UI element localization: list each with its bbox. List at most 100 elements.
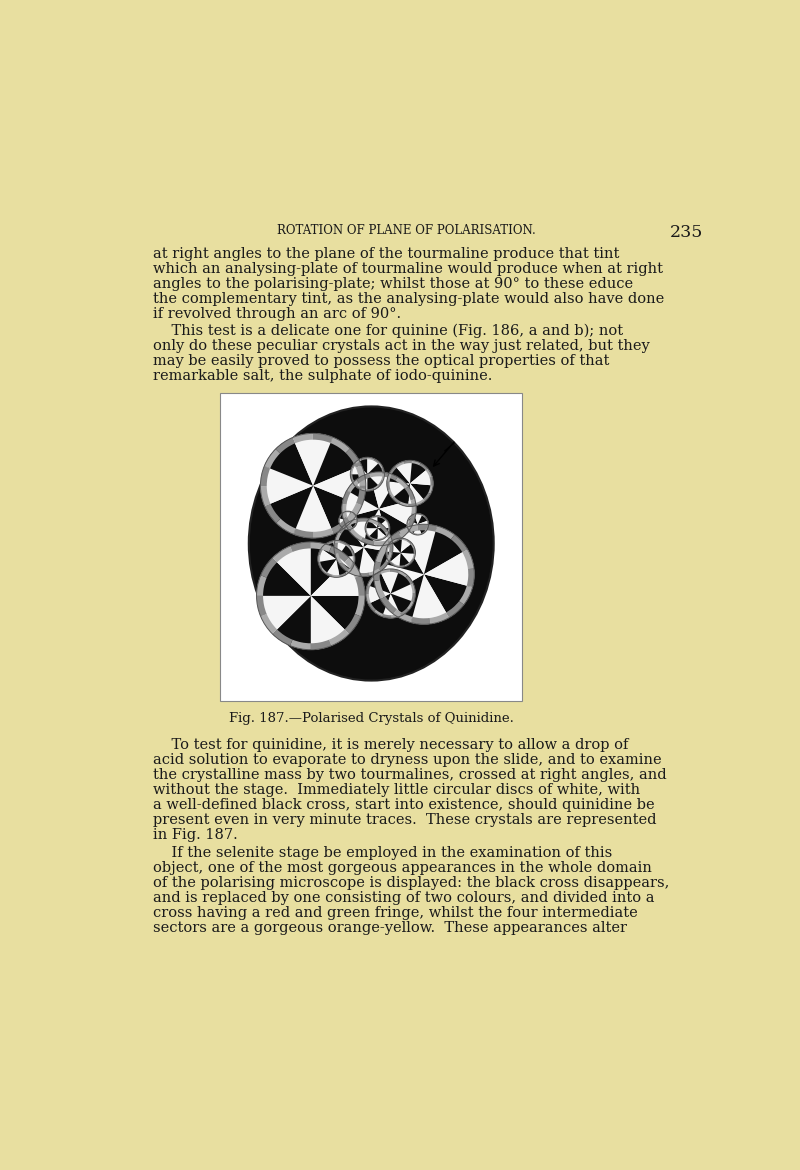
Wedge shape [346,521,353,530]
Wedge shape [369,517,374,521]
Wedge shape [386,551,388,557]
Wedge shape [338,523,349,534]
Wedge shape [378,538,382,541]
Wedge shape [395,461,404,468]
Wedge shape [386,481,410,498]
Wedge shape [338,522,341,525]
Wedge shape [346,448,362,468]
Text: at right angles to the plane of the tourmaline produce that tint: at right angles to the plane of the tour… [153,247,619,261]
Wedge shape [405,487,415,501]
Wedge shape [350,563,354,570]
Wedge shape [261,614,277,634]
Wedge shape [346,518,369,548]
Wedge shape [366,585,390,604]
Wedge shape [339,572,346,577]
Wedge shape [326,559,340,577]
Wedge shape [408,516,411,521]
Text: if revolved through an arc of 90°.: if revolved through an arc of 90°. [153,307,401,321]
Wedge shape [345,614,361,634]
Wedge shape [356,473,370,483]
Wedge shape [383,473,398,481]
Wedge shape [390,583,415,603]
Text: the crystalline mass by two tourmalines, crossed at right angles, and: the crystalline mass by two tourmalines,… [153,769,666,783]
Wedge shape [310,542,331,552]
Wedge shape [313,486,362,534]
Circle shape [366,569,415,618]
Wedge shape [390,560,394,566]
Wedge shape [385,532,389,537]
Wedge shape [329,546,349,563]
Wedge shape [374,541,389,545]
Wedge shape [355,576,365,596]
Wedge shape [342,504,347,518]
Wedge shape [318,549,336,562]
Text: without the stage.  Immediately little circular discs of white, with: without the stage. Immediately little ci… [153,784,640,797]
Wedge shape [313,433,333,443]
Wedge shape [387,466,410,483]
Wedge shape [401,543,415,555]
Wedge shape [257,576,266,596]
Wedge shape [413,549,415,555]
Wedge shape [394,564,399,567]
Circle shape [261,433,366,538]
Wedge shape [293,433,333,486]
Wedge shape [409,559,414,564]
Wedge shape [352,480,357,487]
Wedge shape [367,462,385,474]
Wedge shape [352,462,357,468]
Wedge shape [378,528,386,541]
Wedge shape [378,562,388,571]
Wedge shape [367,571,390,593]
Text: sectors are a gorgeous orange-yellow.  These appearances alter: sectors are a gorgeous orange-yellow. Th… [153,921,626,935]
Wedge shape [400,608,409,615]
Wedge shape [422,515,426,518]
Wedge shape [418,534,422,535]
Wedge shape [410,531,414,534]
Wedge shape [367,488,374,491]
Wedge shape [374,580,386,599]
Wedge shape [423,493,430,501]
Wedge shape [341,512,344,516]
Wedge shape [350,511,354,514]
Wedge shape [340,541,347,545]
Wedge shape [430,476,434,486]
Wedge shape [380,597,397,614]
Wedge shape [369,569,380,576]
Wedge shape [424,574,473,618]
Wedge shape [356,466,366,486]
Wedge shape [418,524,437,531]
Text: may be easily proved to possess the optical properties of that: may be easily proved to possess the opti… [153,355,609,369]
Wedge shape [378,519,390,528]
Wedge shape [386,546,390,551]
Wedge shape [261,558,277,578]
Wedge shape [392,496,401,504]
Circle shape [334,518,393,577]
Wedge shape [321,543,327,550]
Wedge shape [387,528,390,532]
Wedge shape [354,523,357,526]
Wedge shape [273,629,293,646]
Wedge shape [370,472,384,477]
Wedge shape [387,535,402,544]
Wedge shape [378,480,383,487]
Wedge shape [355,484,362,490]
Wedge shape [410,500,416,514]
Wedge shape [366,585,370,594]
Wedge shape [336,556,355,570]
Wedge shape [339,548,363,576]
Wedge shape [333,541,347,559]
Wedge shape [318,549,323,556]
Text: and is replaced by one consisting of two colours, and divided into a: and is replaced by one consisting of two… [153,890,654,904]
Wedge shape [430,612,449,624]
Wedge shape [401,538,412,552]
Wedge shape [261,466,270,487]
Wedge shape [385,530,392,542]
Text: the complementary tint, as the analysing-plate would also have done: the complementary tint, as the analysing… [153,291,664,305]
Text: angles to the polarising-plate; whilst those at 90° to these educe: angles to the polarising-plate; whilst t… [153,276,633,290]
Wedge shape [346,544,352,550]
Wedge shape [334,542,363,564]
Wedge shape [396,538,402,541]
Wedge shape [273,542,310,596]
Wedge shape [334,553,342,564]
Wedge shape [411,592,415,603]
